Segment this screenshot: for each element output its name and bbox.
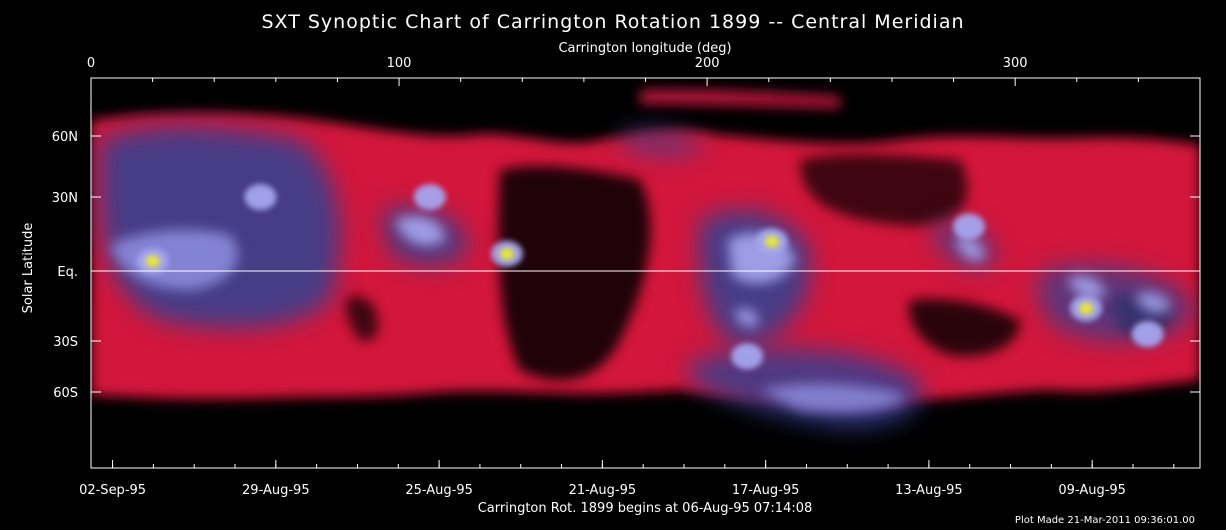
date-tick-label: 17-Aug-95 [732, 483, 800, 498]
date-tick-label: 29-Aug-95 [242, 483, 310, 498]
lat-tick-label: 60S [53, 386, 78, 401]
date-axis: 02-Sep-95 29-Aug-95 25-Aug-95 21-Aug-95 17-A… [79, 460, 1175, 498]
rotation-start-caption: Carrington Rot. 1899 begins at 06-Aug-95… [478, 501, 813, 516]
active-region [1070, 295, 1103, 322]
date-tick-label: 13-Aug-95 [895, 483, 963, 498]
active-region [952, 213, 985, 240]
lat-tick-label: 30S [53, 335, 78, 350]
synoptic-heatmap [91, 78, 1200, 468]
lat-tick-label: 60N [52, 130, 78, 145]
top-tick-label: 200 [695, 56, 720, 71]
date-tick-label: 02-Sep-95 [79, 483, 146, 498]
active-region [1131, 321, 1164, 347]
lat-tick-label: Eq. [57, 265, 78, 280]
active-region-halo [952, 213, 985, 240]
active-region-halo [413, 184, 446, 210]
active-region [244, 184, 277, 210]
active-regions [136, 184, 1164, 370]
top-tick-label: 0 [87, 56, 95, 71]
active-region-core [499, 247, 514, 260]
active-region-halo [244, 184, 277, 210]
active-region [136, 248, 169, 275]
active-region-halo [1131, 321, 1164, 347]
active-region [755, 228, 788, 255]
active-region [731, 343, 764, 370]
date-tick-label: 21-Aug-95 [569, 483, 637, 498]
active-region-halo [731, 343, 764, 370]
y-axis-label: Solar Latitude [21, 223, 36, 314]
top-axis: 0 100 200 300 [87, 56, 1139, 86]
active-region-core [145, 255, 160, 268]
active-region [490, 240, 523, 267]
date-tick-label: 09-Aug-95 [1058, 483, 1126, 498]
plot-made-note: Plot Made 21-Mar-2011 09:36:01.00 [1015, 515, 1195, 526]
top-tick-label: 300 [1003, 56, 1028, 71]
latitude-axis: 60N 30N Eq. 30S 60S [52, 130, 1200, 401]
date-tick-label: 25-Aug-95 [405, 483, 473, 498]
active-region-core [1079, 302, 1094, 315]
chart-title: SXT Synoptic Chart of Carrington Rotatio… [261, 11, 964, 33]
active-region [413, 184, 446, 210]
active-region-core [764, 235, 779, 248]
top-axis-label: Carrington longitude (deg) [558, 41, 731, 56]
lat-tick-label: 30N [52, 191, 78, 206]
top-tick-label: 100 [387, 56, 412, 71]
